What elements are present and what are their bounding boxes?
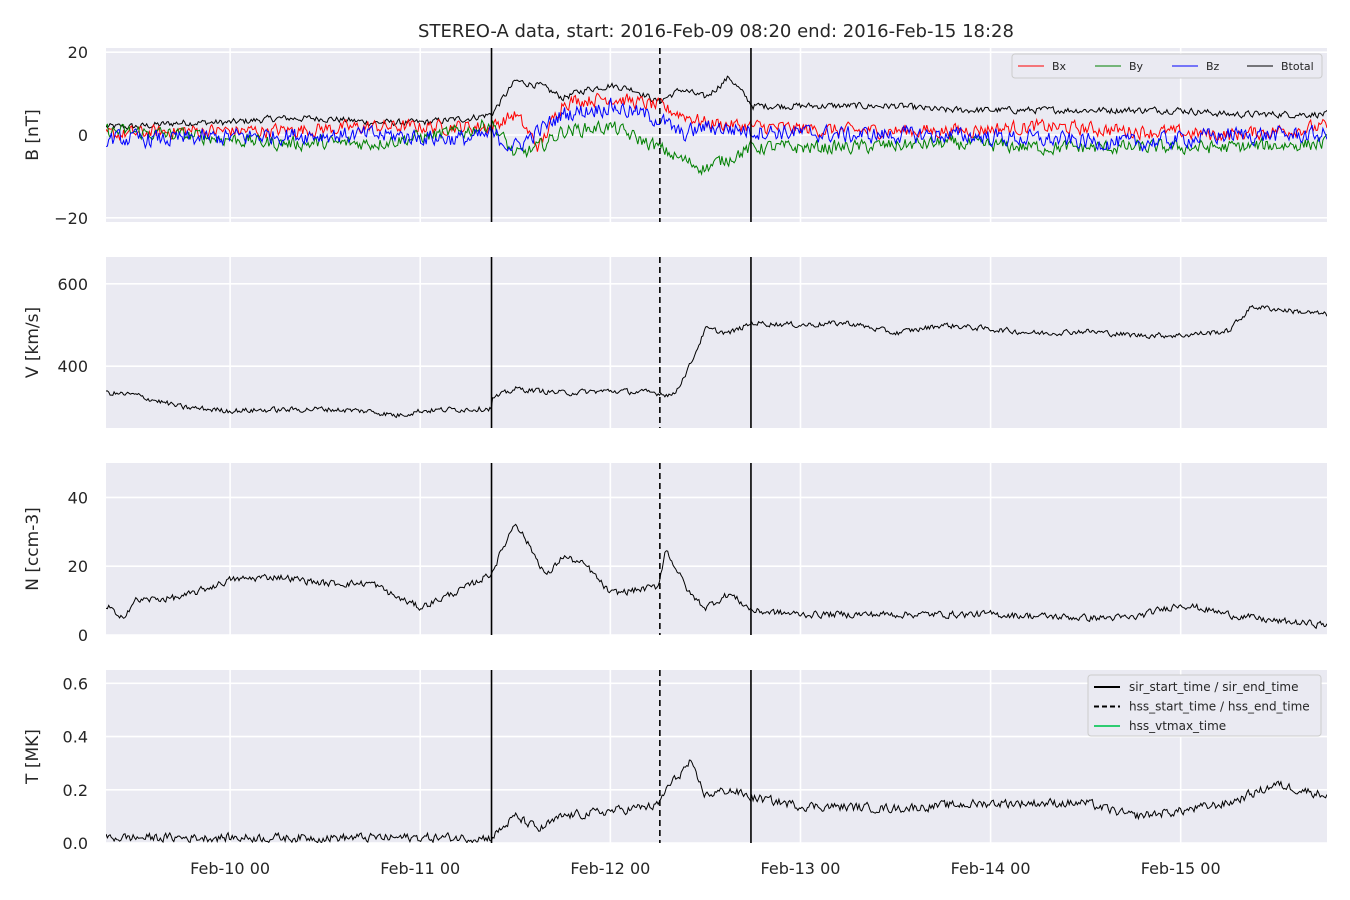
y-axis-label: V [km/s] bbox=[23, 307, 43, 378]
legend-label-by: By bbox=[1129, 60, 1144, 73]
y-tick-label: 0.2 bbox=[63, 781, 88, 800]
legend-box bbox=[1011, 53, 1323, 79]
y-axis-label: N [ccm-3] bbox=[23, 507, 43, 591]
legend-label-1: hss_start_time / hss_end_time bbox=[1129, 700, 1310, 714]
plot-area-speed bbox=[106, 257, 1327, 428]
chart-title: STEREO-A data, start: 2016-Feb-09 08:20 … bbox=[418, 21, 1014, 42]
series-btotal bbox=[106, 75, 1327, 130]
x-tick-label: Feb-15 00 bbox=[1141, 859, 1221, 878]
x-tick-label: Feb-13 00 bbox=[761, 859, 841, 878]
series-by bbox=[106, 118, 1327, 177]
series-v bbox=[106, 304, 1327, 419]
legend-label-0: sir_start_time / sir_end_time bbox=[1129, 680, 1299, 694]
plot-area-density bbox=[106, 463, 1327, 635]
series-bz bbox=[106, 97, 1327, 152]
legend-label-bx: Bx bbox=[1052, 60, 1067, 73]
y-tick-label: −20 bbox=[54, 209, 88, 228]
x-tick-label: Feb-11 00 bbox=[380, 859, 460, 878]
series-n bbox=[106, 523, 1327, 630]
y-tick-label: 0.4 bbox=[63, 728, 88, 747]
panel-temperature: 0.0 0.2 0.4 0.6 T [MK] sir_start_time / sir_e… bbox=[23, 670, 1327, 853]
panel-mag: −20 0 20 B [nT] Bx By Bz Btotal bbox=[23, 43, 1327, 228]
y-tick-label: 20 bbox=[68, 557, 88, 576]
legend-mag: Bx By Bz Btotal bbox=[1011, 53, 1323, 79]
x-tick-label: Feb-10 00 bbox=[190, 859, 270, 878]
legend-box bbox=[1087, 674, 1322, 737]
panel-speed: 400 600 V [km/s] bbox=[23, 257, 1327, 428]
panel-density: 0 20 40 N [ccm-3] bbox=[23, 463, 1327, 645]
panels: −20 0 20 B [nT] Bx By Bz Btotal 400 600 V [km/s] 0 2… bbox=[23, 43, 1327, 878]
x-tick-label: Feb-14 00 bbox=[951, 859, 1031, 878]
y-tick-label: 0 bbox=[78, 626, 88, 645]
y-axis-label: B [nT] bbox=[23, 109, 43, 161]
y-tick-label: 0 bbox=[78, 126, 88, 145]
y-tick-label: 20 bbox=[68, 43, 88, 62]
legend-label-bz: Bz bbox=[1206, 60, 1220, 73]
legend-label-2: hss_vtmax_time bbox=[1129, 719, 1226, 733]
y-axis-label: T [MK] bbox=[23, 729, 43, 785]
y-tick-label: 0.6 bbox=[63, 674, 88, 693]
y-tick-label: 40 bbox=[68, 488, 88, 507]
legend-label-btotal: Btotal bbox=[1281, 60, 1314, 73]
x-tick-label: Feb-12 00 bbox=[570, 859, 650, 878]
series-t bbox=[106, 759, 1327, 843]
y-tick-label: 400 bbox=[57, 357, 88, 376]
legend-events: sir_start_time / sir_end_time hss_start_t… bbox=[1087, 674, 1322, 737]
y-tick-label: 0.0 bbox=[63, 834, 88, 853]
y-tick-label: 600 bbox=[57, 275, 88, 294]
